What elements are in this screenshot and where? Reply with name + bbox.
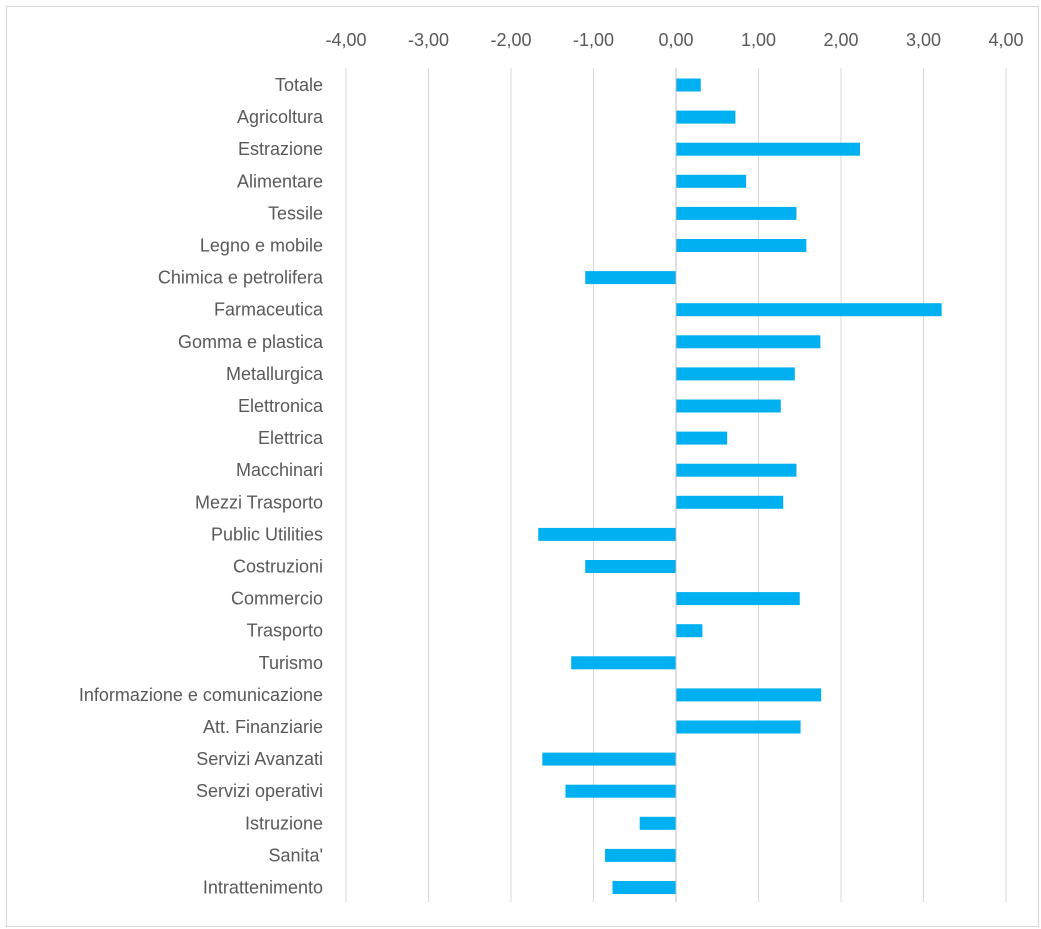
category-label: Servizi Avanzati (196, 749, 323, 769)
category-label: Farmaceutica (214, 300, 324, 320)
category-label: Agricoltura (237, 107, 324, 127)
category-label: Servizi operativi (196, 781, 323, 801)
category-label: Legno e mobile (200, 236, 323, 256)
category-label: Informazione e comunicazione (79, 685, 323, 705)
category-labels: Totale Agricoltura Estrazione Alimentare Tes… (79, 75, 324, 898)
x-tick-label: -1,00 (573, 30, 614, 50)
bar (538, 527, 676, 541)
category-label: Elettrica (258, 428, 324, 448)
x-tick-label: 2,00 (823, 30, 858, 50)
category-label: Commercio (231, 589, 323, 609)
bar (605, 848, 676, 862)
category-label: Gomma e plastica (178, 332, 324, 352)
bar (565, 784, 676, 798)
x-tick-label: -2,00 (490, 30, 531, 50)
category-label: Istruzione (245, 813, 323, 833)
x-tick-label: 1,00 (741, 30, 776, 50)
category-label: Chimica e petrolifera (158, 268, 324, 288)
bar (676, 688, 822, 702)
x-tick-label: 4,00 (988, 30, 1023, 50)
bar (676, 303, 942, 317)
bar (676, 399, 781, 413)
category-label: Public Utilities (211, 524, 323, 544)
bar (612, 881, 676, 894)
category-label: Mezzi Trasporto (195, 492, 323, 512)
category-label: Macchinari (236, 460, 323, 480)
bars (538, 78, 942, 894)
gridlines (345, 68, 1007, 902)
bar (676, 142, 860, 156)
bar (676, 592, 800, 606)
x-tick-label: -3,00 (408, 30, 449, 50)
category-label: Sanita' (269, 845, 323, 865)
category-label: Totale (275, 75, 323, 95)
category-label: Elettronica (238, 396, 324, 416)
bar (676, 206, 797, 220)
bar (639, 816, 676, 830)
bar (676, 174, 747, 188)
bar (676, 335, 821, 349)
bar (676, 78, 701, 92)
category-label: Tessile (268, 203, 323, 223)
category-label: Estrazione (238, 139, 323, 159)
category-label: Intrattenimento (203, 878, 323, 898)
x-tick-label: 3,00 (906, 30, 941, 50)
bar (676, 495, 784, 509)
bar (676, 720, 801, 734)
category-label: Costruzioni (233, 557, 323, 577)
bar (571, 656, 676, 670)
bar (542, 752, 676, 766)
category-label: Turismo (259, 653, 323, 673)
category-label: Att. Finanziarie (203, 717, 323, 737)
bar (676, 431, 728, 445)
bar (585, 271, 676, 285)
category-label: Alimentare (237, 171, 323, 191)
x-axis-tick-labels: -4,00 -3,00 -2,00 -1,00 0,00 1,00 2,00 3,00 4,00 (325, 30, 1023, 50)
chart-frame (6, 6, 1039, 927)
x-tick-label: 0,00 (658, 30, 693, 50)
category-label: Metallurgica (226, 364, 324, 384)
bar (676, 110, 736, 124)
bar (676, 239, 807, 252)
category-label: Trasporto (247, 621, 323, 641)
bar (585, 560, 676, 573)
bar (676, 463, 797, 477)
x-tick-label: -4,00 (325, 30, 366, 50)
bar (676, 367, 795, 381)
bar (676, 624, 703, 638)
